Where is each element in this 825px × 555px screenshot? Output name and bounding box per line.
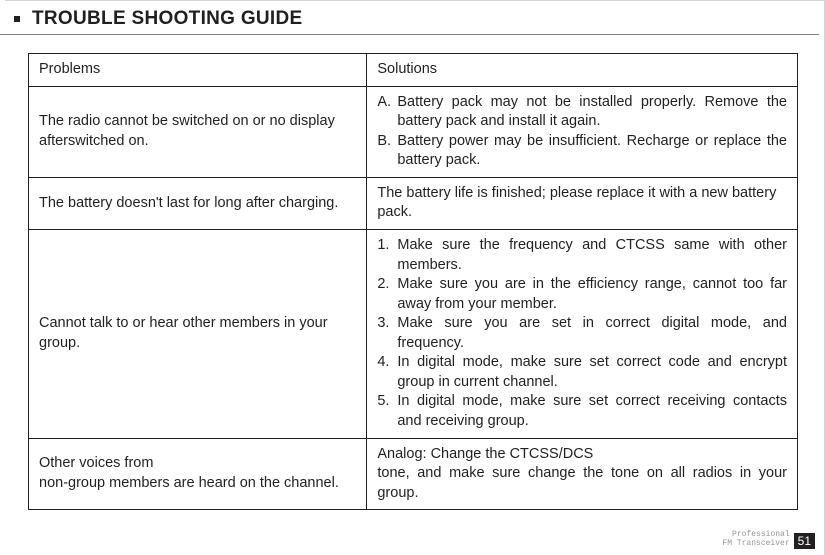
header-solutions: Solutions [367, 54, 798, 87]
list-item: 3.Make sure you are set in correct digit… [377, 314, 787, 353]
list-text: Battery pack may not be installed proper… [397, 93, 787, 132]
table-row: Cannot talk to or hear other members in … [29, 229, 798, 438]
solution-cell: The battery life is finished; please rep… [367, 177, 798, 229]
header-problems: Problems [29, 54, 367, 87]
problem-cell: Other voices from non-group members are … [29, 438, 367, 510]
footer-label: Professional FM Transceiver [722, 531, 789, 549]
list-text: Make sure you are set in correct digital… [397, 314, 787, 353]
list-item: 5.In digital mode, make sure set correct… [377, 392, 787, 431]
list-text: Make sure the frequency and CTCSS same w… [397, 236, 787, 275]
list-marker: 4. [377, 353, 397, 392]
table-row: The battery doesn't last for long after … [29, 177, 798, 229]
solution-list: 1.Make sure the frequency and CTCSS same… [377, 236, 787, 432]
list-marker: 2. [377, 275, 397, 314]
list-text: Battery power may be insufficient. Recha… [397, 132, 787, 171]
table-row: Other voices from non-group members are … [29, 438, 798, 510]
list-item: 1.Make sure the frequency and CTCSS same… [377, 236, 787, 275]
section-header: TROUBLE SHOOTING GUIDE [10, 0, 825, 34]
table-header-row: Problems Solutions [29, 54, 798, 87]
list-text: Make sure you are in the efficiency rang… [397, 275, 787, 314]
page-number: 51 [794, 533, 815, 549]
page-top-border [5, 0, 825, 1]
solution-cell: 1.Make sure the frequency and CTCSS same… [367, 229, 798, 438]
section-title: TROUBLE SHOOTING GUIDE [32, 8, 303, 30]
list-marker: A. [377, 93, 397, 132]
solution-cell: A. Battery pack may not be installed pro… [367, 86, 798, 177]
list-item: 2.Make sure you are in the efficiency ra… [377, 275, 787, 314]
footer-line2: FM Transceiver [722, 540, 789, 549]
solution-cell: Analog: Change the CTCSS/DCS tone, and m… [367, 438, 798, 510]
problem-cell: The battery doesn't last for long after … [29, 177, 367, 229]
list-marker: 5. [377, 392, 397, 431]
list-item: B. Battery power may be insufficient. Re… [377, 132, 787, 171]
solution-list: A. Battery pack may not be installed pro… [377, 93, 787, 171]
troubleshoot-table: Problems Solutions The radio cannot be s… [28, 53, 798, 510]
list-marker: B. [377, 132, 397, 171]
list-marker: 3. [377, 314, 397, 353]
table-row: The radio cannot be switched on or no di… [29, 86, 798, 177]
problem-cell: Cannot talk to or hear other members in … [29, 229, 367, 438]
bullet-icon [14, 16, 20, 22]
list-text: In digital mode, make sure set correct r… [397, 392, 787, 431]
section-underline [0, 34, 819, 35]
list-text: In digital mode, make sure set correct c… [397, 353, 787, 392]
page-footer: Professional FM Transceiver 51 [722, 531, 815, 549]
list-item: 4.In digital mode, make sure set correct… [377, 353, 787, 392]
problem-cell: The radio cannot be switched on or no di… [29, 86, 367, 177]
list-marker: 1. [377, 236, 397, 275]
list-item: A. Battery pack may not be installed pro… [377, 93, 787, 132]
